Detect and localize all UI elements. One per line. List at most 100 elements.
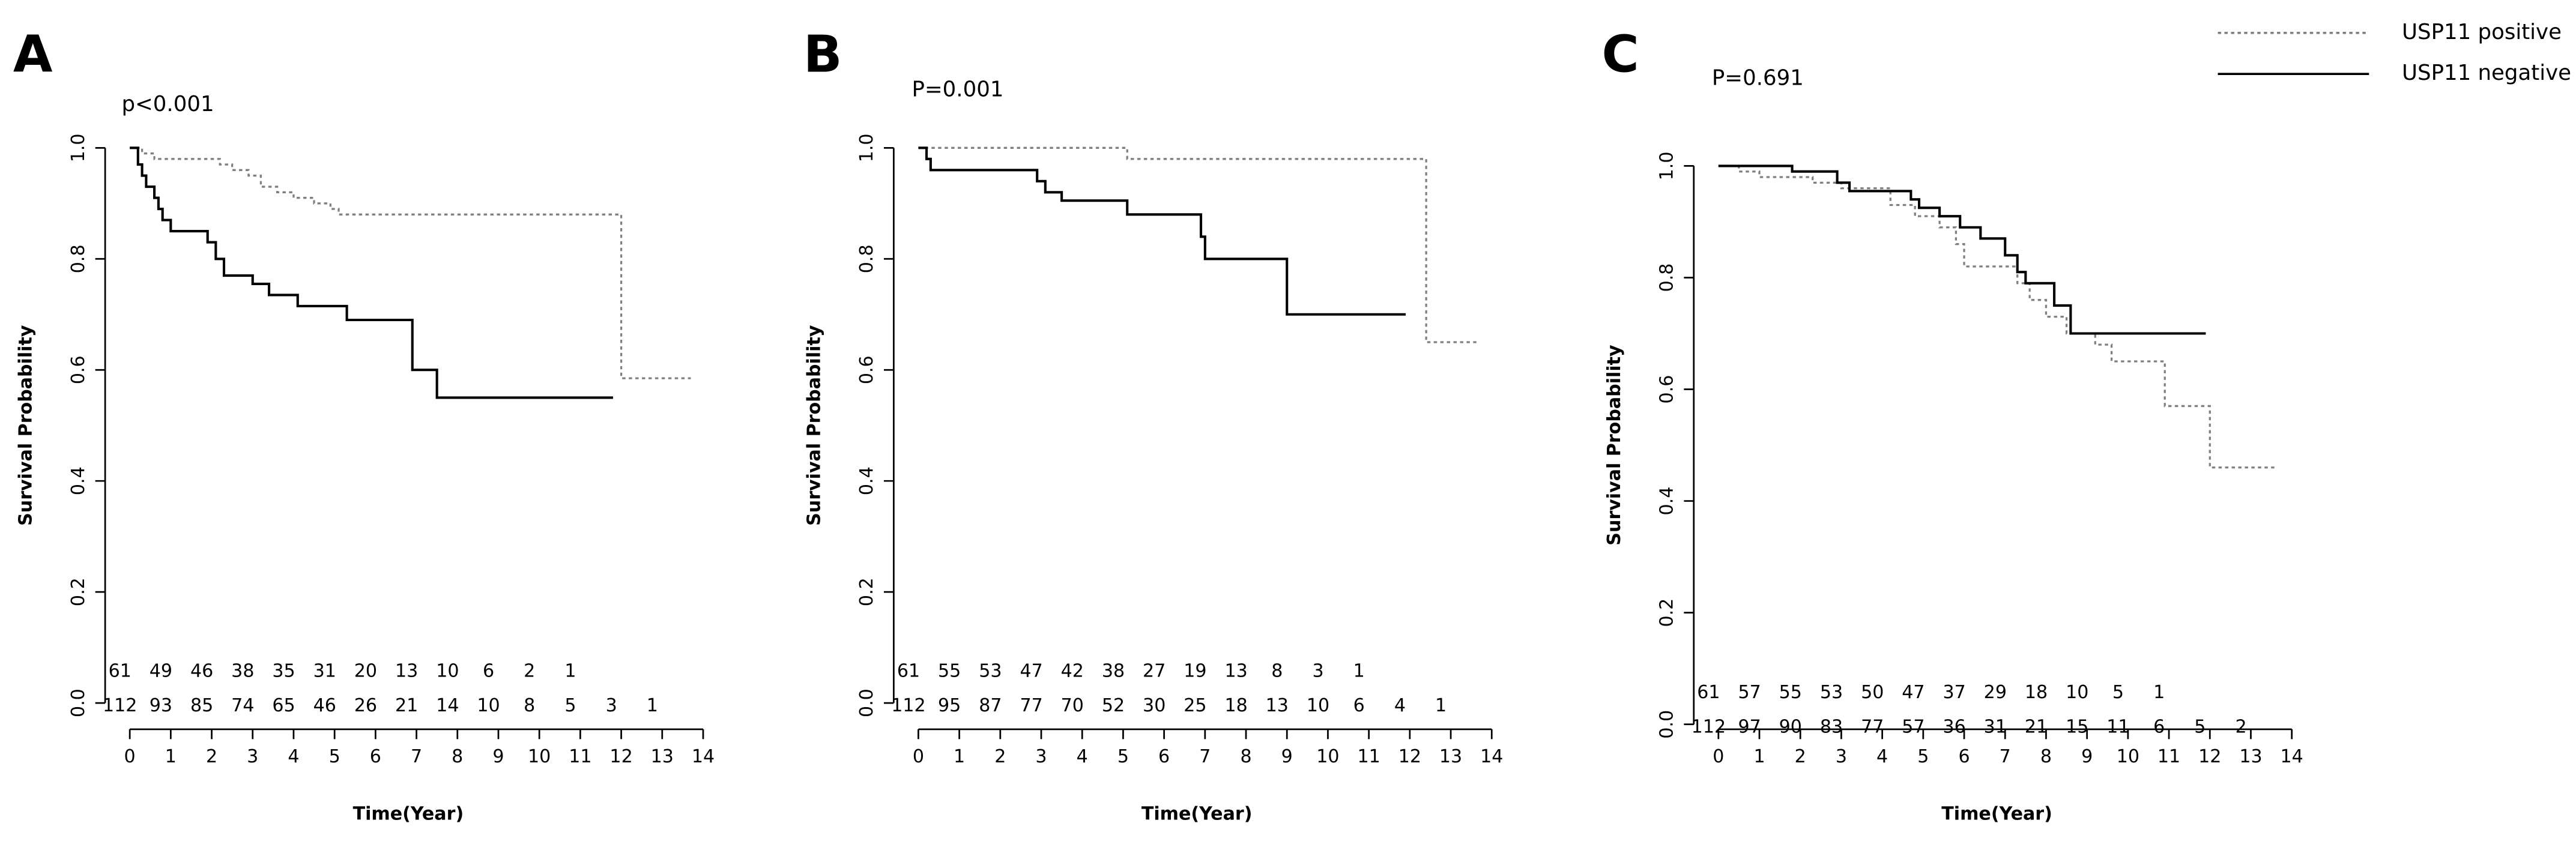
p-value: p<0.001 <box>121 92 214 116</box>
at-risk-count: 11 <box>2106 717 2129 738</box>
x-tick-label: 8 <box>452 746 463 767</box>
legend-label: USP11 negative <box>2402 61 2571 85</box>
x-tick-label: 7 <box>411 746 422 767</box>
survival-curve <box>130 146 613 399</box>
at-risk-count: 18 <box>1224 695 1247 716</box>
x-axis-label: Time(Year) <box>1941 804 2052 825</box>
x-tick-label: 2 <box>994 746 1006 767</box>
x-tick-label: 0 <box>913 746 924 767</box>
at-risk-count: 35 <box>272 661 295 682</box>
at-risk-count: 1 <box>1435 695 1447 716</box>
at-risk-count: 55 <box>938 661 961 682</box>
at-risk-count: 19 <box>1184 661 1206 682</box>
x-tick-label: 3 <box>1035 746 1047 767</box>
at-risk-count: 20 <box>354 661 377 682</box>
x-tick-label: 1 <box>954 746 965 767</box>
y-tick-label: 0.2 <box>856 577 877 606</box>
at-risk-count: 31 <box>313 661 336 682</box>
at-risk-count: 36 <box>1943 717 1965 738</box>
at-risk-count: 26 <box>354 695 377 716</box>
panel-label: A <box>13 25 53 84</box>
at-risk-count: 97 <box>1738 717 1761 738</box>
x-tick-label: 11 <box>2157 746 2180 767</box>
at-risk-count: 3 <box>606 695 617 716</box>
y-tick-label: 1.0 <box>68 133 89 162</box>
x-tick-label: 5 <box>1117 746 1129 767</box>
at-risk-count: 95 <box>938 695 961 716</box>
at-risk-count: 15 <box>2066 717 2088 738</box>
at-risk-count: 6 <box>483 661 494 682</box>
at-risk-count: 5 <box>2194 717 2206 738</box>
at-risk-count: 83 <box>1820 717 1843 738</box>
y-axis-label: Survival Probability <box>1604 345 1625 546</box>
x-tick-label: 3 <box>1836 746 1847 767</box>
survival-curve <box>1718 164 2206 335</box>
at-risk-count: 10 <box>1307 695 1329 716</box>
at-risk-count: 57 <box>1902 717 1924 738</box>
at-risk-count: 65 <box>272 695 295 716</box>
x-tick-label: 0 <box>124 746 136 767</box>
at-risk-count: 4 <box>1394 695 1406 716</box>
at-risk-count: 90 <box>1779 717 1802 738</box>
at-risk-count: 29 <box>1984 682 2007 703</box>
p-value: P=0.691 <box>1712 65 1804 90</box>
y-tick-label: 0.6 <box>68 355 89 384</box>
at-risk-count: 87 <box>979 695 1002 716</box>
at-risk-count: 112 <box>1692 717 1726 738</box>
y-tick-label: 0.0 <box>68 689 89 717</box>
x-tick-label: 4 <box>1077 746 1088 767</box>
at-risk-count: 10 <box>2066 682 2088 703</box>
x-tick-label: 1 <box>165 746 177 767</box>
y-tick-label: 0.2 <box>1657 598 1678 627</box>
at-risk-count: 1 <box>1353 661 1365 682</box>
y-tick-label: 0.4 <box>68 466 89 495</box>
y-tick-label: 0.8 <box>856 244 877 273</box>
x-tick-label: 10 <box>2117 746 2139 767</box>
x-tick-label: 12 <box>1398 746 1421 767</box>
y-tick-label: 0.2 <box>68 577 89 606</box>
at-risk-count: 18 <box>2025 682 2048 703</box>
x-tick-label: 13 <box>1439 746 1462 767</box>
x-tick-label: 5 <box>329 746 340 767</box>
x-tick-label: 10 <box>528 746 551 767</box>
at-risk-count: 42 <box>1061 661 1084 682</box>
at-risk-count: 5 <box>2112 682 2124 703</box>
x-axis-label: Time(Year) <box>353 804 464 825</box>
at-risk-count: 1 <box>2153 682 2165 703</box>
at-risk-count: 21 <box>2025 717 2048 738</box>
at-risk-count: 85 <box>190 695 213 716</box>
x-tick-label: 7 <box>1199 746 1211 767</box>
x-tick-label: 12 <box>2198 746 2221 767</box>
y-tick-label: 0.0 <box>1657 710 1678 739</box>
survival-curve <box>130 146 691 379</box>
y-tick-label: 0.8 <box>1657 264 1678 292</box>
at-risk-count: 10 <box>436 661 459 682</box>
at-risk-count: 55 <box>1779 682 1802 703</box>
at-risk-count: 31 <box>1984 717 2007 738</box>
at-risk-count: 13 <box>395 661 418 682</box>
panel-label: C <box>1602 25 1639 84</box>
at-risk-count: 38 <box>231 661 254 682</box>
x-tick-label: 3 <box>247 746 258 767</box>
x-axis-label: Time(Year) <box>1141 804 1253 825</box>
x-tick-label: 14 <box>692 746 715 767</box>
at-risk-count: 14 <box>436 695 459 716</box>
x-tick-label: 10 <box>1316 746 1339 767</box>
at-risk-count: 52 <box>1102 695 1125 716</box>
x-tick-label: 5 <box>1917 746 1929 767</box>
at-risk-count: 77 <box>1861 717 1884 738</box>
at-risk-count: 61 <box>897 661 920 682</box>
y-tick-label: 1.0 <box>856 133 877 162</box>
at-risk-count: 53 <box>979 661 1002 682</box>
x-tick-label: 9 <box>1281 746 1293 767</box>
x-tick-label: 13 <box>651 746 674 767</box>
x-tick-label: 9 <box>492 746 504 767</box>
survival-curve <box>918 146 1480 343</box>
at-risk-count: 10 <box>477 695 500 716</box>
at-risk-count: 1 <box>564 661 576 682</box>
x-tick-label: 1 <box>1753 746 1765 767</box>
x-tick-label: 4 <box>1876 746 1888 767</box>
y-tick-label: 0.4 <box>1657 487 1678 516</box>
at-risk-count: 30 <box>1143 695 1166 716</box>
